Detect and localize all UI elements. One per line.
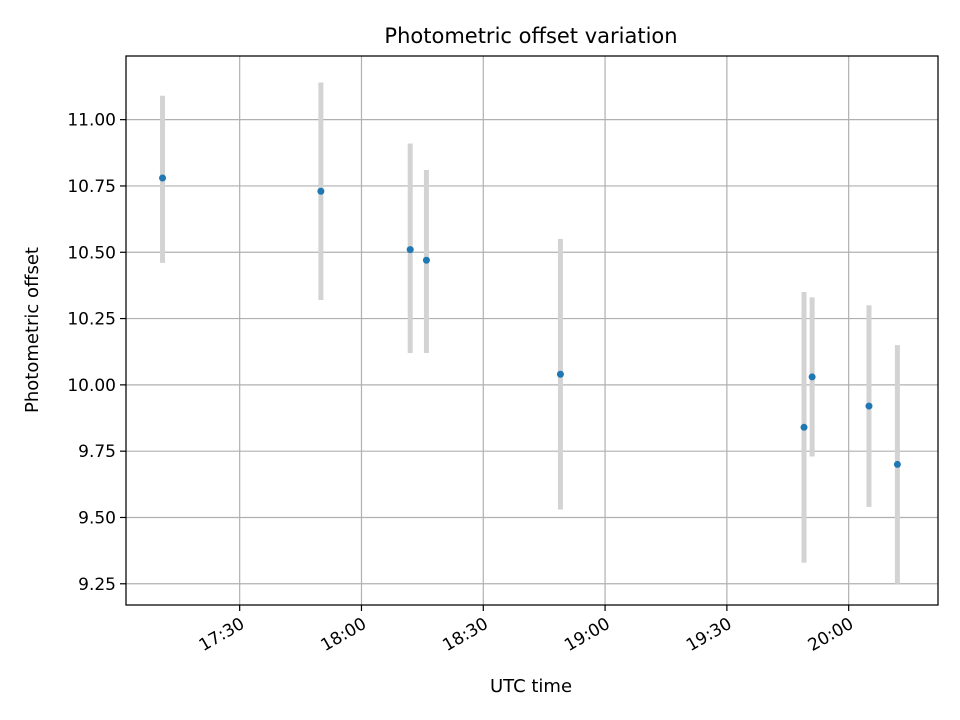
y-tick-label: 10.50 [67,243,116,263]
data-point [808,373,816,381]
plot-area [126,56,938,605]
data-point [406,246,414,254]
y-tick-label: 10.25 [67,310,116,330]
data-point [556,370,564,378]
data-point [317,187,325,195]
data-point [865,402,873,410]
y-axis: 9.25 9.50 9.75 10.00 10.25 10.50 10.75 11.00 [67,111,126,595]
data-point [159,174,167,182]
y-axis-title: Photometric offset [22,247,43,413]
plot-frame [125,55,939,606]
data-point [800,423,808,431]
x-axis-title: UTC time [490,676,572,697]
y-tick-label: 9.25 [78,575,116,595]
y-tick-label: 10.75 [67,177,116,197]
y-tick-label: 11.00 [67,111,116,131]
y-tick-label: 9.50 [78,508,116,528]
data-point [422,256,430,264]
data-points [159,174,901,468]
chart-title: Photometric offset variation [384,24,677,48]
data-point [893,460,901,468]
y-tick-label: 9.75 [78,442,116,462]
y-tick-label: 10.00 [67,376,116,396]
